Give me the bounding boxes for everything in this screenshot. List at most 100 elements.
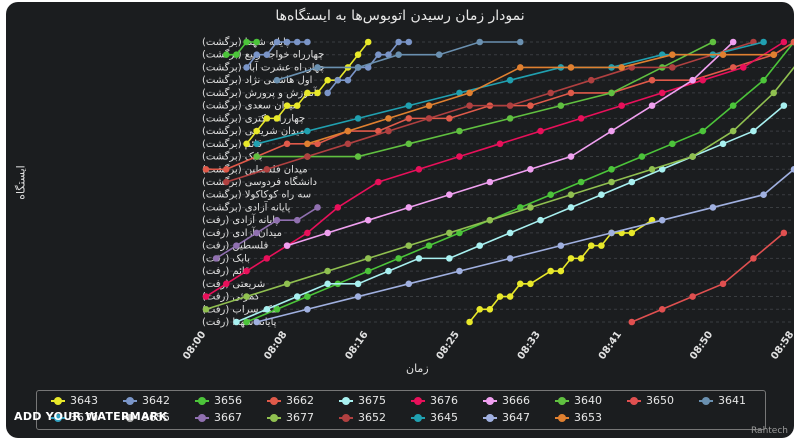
data-point[interactable] bbox=[780, 38, 788, 46]
data-point[interactable] bbox=[547, 191, 554, 199]
data-point[interactable] bbox=[273, 38, 281, 46]
data-point[interactable] bbox=[233, 318, 240, 326]
data-point[interactable] bbox=[202, 165, 210, 173]
data-point[interactable] bbox=[527, 102, 534, 109]
data-point[interactable] bbox=[263, 165, 271, 173]
data-point[interactable] bbox=[689, 153, 696, 160]
data-point[interactable] bbox=[567, 204, 575, 211]
data-point[interactable] bbox=[446, 255, 453, 262]
data-point[interactable] bbox=[628, 318, 636, 326]
data-point[interactable] bbox=[658, 165, 666, 173]
data-point[interactable] bbox=[354, 64, 362, 71]
data-point[interactable] bbox=[547, 89, 554, 97]
data-point[interactable] bbox=[243, 293, 250, 300]
data-point[interactable] bbox=[729, 127, 737, 135]
data-point[interactable] bbox=[293, 293, 301, 300]
data-point[interactable] bbox=[314, 140, 321, 148]
data-point[interactable] bbox=[537, 216, 544, 224]
data-point[interactable] bbox=[567, 255, 575, 262]
data-point[interactable] bbox=[506, 255, 514, 262]
data-point[interactable] bbox=[608, 178, 615, 186]
data-point[interactable] bbox=[354, 280, 362, 288]
data-point[interactable] bbox=[283, 38, 291, 46]
data-point[interactable] bbox=[496, 140, 504, 148]
data-point[interactable] bbox=[364, 64, 372, 71]
legend-item[interactable]: 3645 bbox=[411, 411, 458, 424]
data-point[interactable] bbox=[740, 64, 747, 71]
data-point[interactable] bbox=[415, 255, 423, 262]
data-point[interactable] bbox=[405, 38, 413, 46]
data-point[interactable] bbox=[567, 191, 575, 199]
legend-item[interactable]: 3666 bbox=[483, 394, 530, 407]
data-point[interactable] bbox=[476, 38, 484, 46]
data-point[interactable] bbox=[273, 305, 281, 313]
data-point[interactable] bbox=[628, 229, 636, 237]
data-point[interactable] bbox=[253, 229, 260, 237]
data-point[interactable] bbox=[314, 204, 321, 211]
data-point[interactable] bbox=[405, 280, 413, 288]
data-point[interactable] bbox=[385, 127, 392, 135]
data-point[interactable] bbox=[324, 89, 331, 97]
data-point[interactable] bbox=[425, 242, 433, 249]
data-point[interactable] bbox=[699, 127, 707, 135]
data-point[interactable] bbox=[760, 38, 767, 46]
data-point[interactable] bbox=[364, 255, 372, 262]
data-point[interactable] bbox=[608, 165, 615, 173]
data-point[interactable] bbox=[446, 229, 453, 237]
data-point[interactable] bbox=[283, 242, 291, 249]
data-point[interactable] bbox=[283, 140, 291, 148]
data-point[interactable] bbox=[243, 38, 250, 46]
data-point[interactable] bbox=[304, 127, 311, 135]
data-point[interactable] bbox=[233, 51, 240, 59]
data-point[interactable] bbox=[253, 153, 260, 160]
data-point[interactable] bbox=[253, 51, 260, 59]
data-point[interactable] bbox=[354, 153, 362, 160]
data-point[interactable] bbox=[456, 127, 463, 135]
data-point[interactable] bbox=[658, 89, 666, 97]
data-point[interactable] bbox=[598, 242, 605, 249]
data-point[interactable] bbox=[212, 255, 220, 262]
data-point[interactable] bbox=[516, 204, 524, 211]
data-point[interactable] bbox=[466, 102, 473, 109]
data-point[interactable] bbox=[222, 51, 230, 59]
legend-item[interactable]: 3662 bbox=[267, 394, 314, 407]
data-point[interactable] bbox=[577, 115, 585, 122]
data-point[interactable] bbox=[648, 165, 656, 173]
data-point[interactable] bbox=[456, 229, 463, 237]
data-point[interactable] bbox=[760, 191, 767, 199]
data-point[interactable] bbox=[344, 76, 352, 84]
legend-item[interactable]: 3667 bbox=[195, 411, 242, 424]
data-point[interactable] bbox=[375, 127, 382, 135]
data-point[interactable] bbox=[719, 51, 727, 59]
data-point[interactable] bbox=[689, 76, 696, 84]
data-point[interactable] bbox=[587, 242, 595, 249]
data-point[interactable] bbox=[395, 51, 402, 59]
data-point[interactable] bbox=[293, 38, 301, 46]
data-point[interactable] bbox=[405, 204, 413, 211]
data-point[interactable] bbox=[729, 64, 737, 71]
data-point[interactable] bbox=[648, 76, 656, 84]
legend-item[interactable]: 3677 bbox=[267, 411, 314, 424]
data-point[interactable] bbox=[425, 102, 433, 109]
data-point[interactable] bbox=[476, 242, 484, 249]
data-point[interactable] bbox=[304, 293, 311, 300]
data-point[interactable] bbox=[527, 204, 534, 211]
data-point[interactable] bbox=[790, 165, 794, 173]
data-point[interactable] bbox=[385, 267, 392, 275]
data-point[interactable] bbox=[375, 178, 382, 186]
data-point[interactable] bbox=[486, 178, 494, 186]
data-point[interactable] bbox=[344, 127, 352, 135]
data-point[interactable] bbox=[385, 51, 392, 59]
data-point[interactable] bbox=[415, 165, 423, 173]
data-point[interactable] bbox=[506, 115, 514, 122]
data-point[interactable] bbox=[364, 267, 372, 275]
data-point[interactable] bbox=[304, 89, 311, 97]
data-point[interactable] bbox=[466, 318, 473, 326]
data-point[interactable] bbox=[658, 305, 666, 313]
data-point[interactable] bbox=[780, 102, 788, 109]
data-point[interactable] bbox=[405, 102, 413, 109]
data-point[interactable] bbox=[435, 51, 443, 59]
data-point[interactable] bbox=[263, 305, 271, 313]
data-point[interactable] bbox=[395, 255, 402, 262]
data-point[interactable] bbox=[648, 102, 656, 109]
